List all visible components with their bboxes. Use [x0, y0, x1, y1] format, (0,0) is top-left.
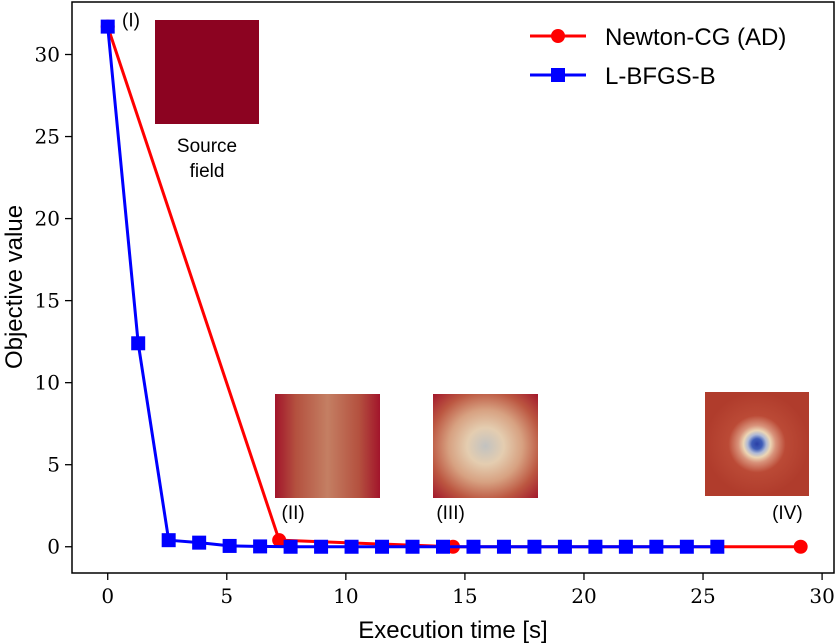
- source-field-image: [155, 20, 259, 124]
- x-tick-label: 5: [220, 584, 233, 608]
- annotation-layer: (I) (II) (III) (IV): [122, 11, 803, 524]
- y-tick-label: 0: [47, 535, 60, 559]
- legend-label-lbfgs: L-BFGS-B: [605, 63, 716, 90]
- legend-marker-lbfgs: [551, 68, 565, 82]
- y-axis-label: Objective value: [1, 205, 28, 369]
- data-point: [222, 538, 237, 553]
- annotation-label: (III): [436, 503, 465, 524]
- annotation-label: (II): [282, 503, 305, 524]
- data-point: [466, 539, 481, 554]
- data-point: [588, 539, 603, 554]
- y-tick-label: 5: [47, 453, 60, 477]
- legend: Newton-CG (AD) L-BFGS-B: [530, 24, 786, 90]
- y-axis-ticks: 0 5 10 15 20 25 30: [35, 43, 72, 559]
- data-point: [100, 19, 115, 34]
- annotation-label: (I): [122, 11, 140, 32]
- y-tick-label: 25: [35, 125, 60, 149]
- data-point: [618, 539, 633, 554]
- data-point: [283, 539, 298, 554]
- legend-label-newton: Newton-CG (AD): [605, 24, 786, 51]
- field-inset-iii: [433, 394, 538, 498]
- y-tick-label: 20: [35, 207, 60, 231]
- data-point: [375, 539, 390, 554]
- x-tick-label: 30: [809, 584, 834, 608]
- field-inset-iv: [705, 392, 809, 496]
- legend-marker-newton: [551, 29, 565, 43]
- y-tick-label: 10: [35, 371, 60, 395]
- y-tick-label: 30: [35, 43, 60, 67]
- data-point: [527, 539, 542, 554]
- data-point: [272, 533, 287, 548]
- y-tick-label: 15: [35, 289, 60, 313]
- x-tick-label: 15: [452, 584, 477, 608]
- source-caption-line-1: Source: [177, 136, 237, 157]
- data-point: [161, 533, 176, 548]
- x-tick-label: 0: [101, 584, 114, 608]
- source-caption-line-2: field: [190, 161, 225, 182]
- x-axis-ticks: 0 5 10 15 20 25 30: [101, 573, 835, 608]
- data-point: [679, 539, 694, 554]
- series-layer: [100, 19, 808, 554]
- data-point: [405, 539, 420, 554]
- data-point: [192, 535, 207, 550]
- data-point: [557, 539, 572, 554]
- data-point: [649, 539, 664, 554]
- x-axis-label: Execution time [s]: [358, 617, 547, 644]
- field-inset-source: Source field: [155, 20, 259, 182]
- x-tick-label: 25: [690, 584, 715, 608]
- data-point: [710, 539, 725, 554]
- data-point: [314, 539, 329, 554]
- annotation-label: (IV): [772, 503, 803, 524]
- x-tick-label: 20: [571, 584, 596, 608]
- data-point: [131, 336, 146, 351]
- series-l-bfgs-b: [100, 19, 725, 554]
- data-point: [496, 539, 511, 554]
- field-inset-ii: [275, 394, 380, 498]
- data-point: [344, 539, 359, 554]
- x-tick-label: 10: [333, 584, 358, 608]
- data-point: [253, 539, 268, 554]
- data-point: [435, 539, 450, 554]
- data-point: [793, 539, 808, 554]
